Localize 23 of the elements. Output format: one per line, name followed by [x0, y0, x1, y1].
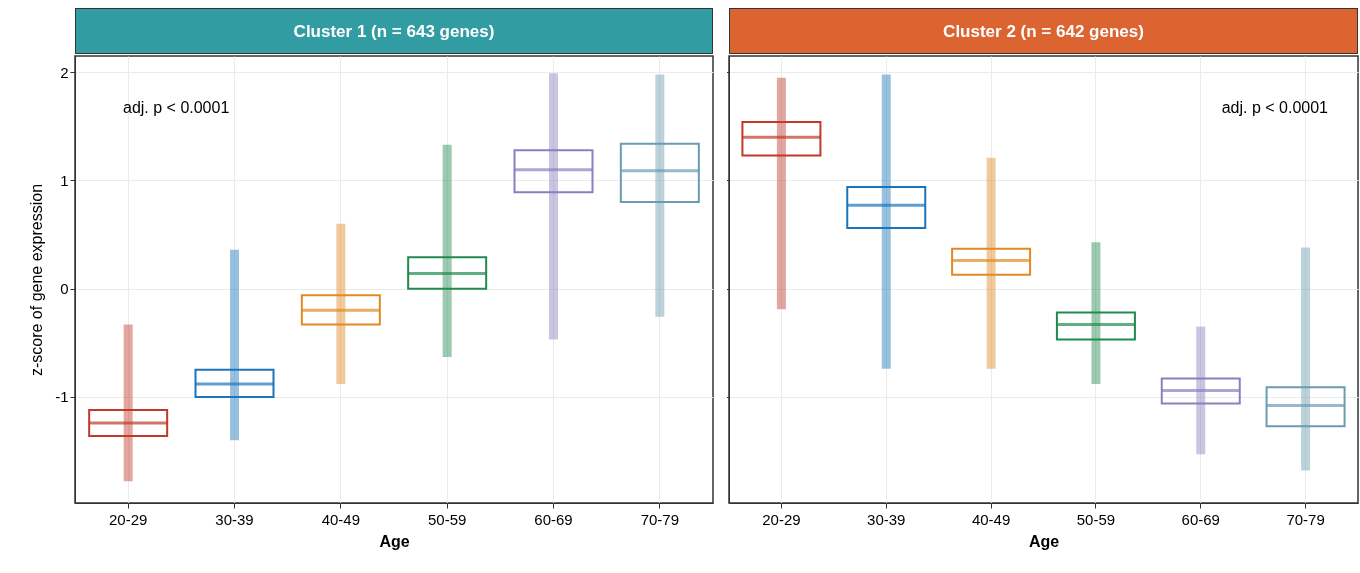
y-tick-label: 1: [60, 171, 69, 189]
x-tick-label: 70-79: [1286, 510, 1325, 528]
x-tick-label: 30-39: [215, 510, 254, 528]
chart-title: Cluster 1 (n = 643 genes): [75, 8, 713, 54]
x-tick-label: 40-49: [321, 510, 361, 528]
x-tick-label: 50-59: [1076, 510, 1116, 528]
x-axis-title: Age: [379, 532, 410, 550]
annotation: adj. p < 0.0001: [123, 99, 230, 116]
y-axis-title: z-score of gene expression: [28, 183, 46, 377]
x-tick-label: 60-69: [1181, 510, 1220, 528]
x-axis-title: Age: [1028, 532, 1060, 550]
annotation: adj. p < 0.0001: [1221, 99, 1329, 116]
x-tick-label: 70-79: [640, 510, 680, 528]
x-tick-label: 40-49: [971, 510, 1011, 528]
y-tick-label: 0: [60, 280, 69, 298]
x-tick-label: 60-69: [534, 510, 573, 528]
x-tick-label: 20-29: [762, 510, 801, 528]
y-tick-label: -1: [55, 388, 69, 406]
x-tick-label: 20-29: [108, 510, 148, 528]
chart-title: Cluster 2 (n = 642 genes): [729, 8, 1358, 54]
x-tick-label: 30-39: [867, 510, 906, 528]
x-tick-label: 50-59: [427, 510, 467, 528]
y-tick-label: 2: [60, 63, 69, 81]
